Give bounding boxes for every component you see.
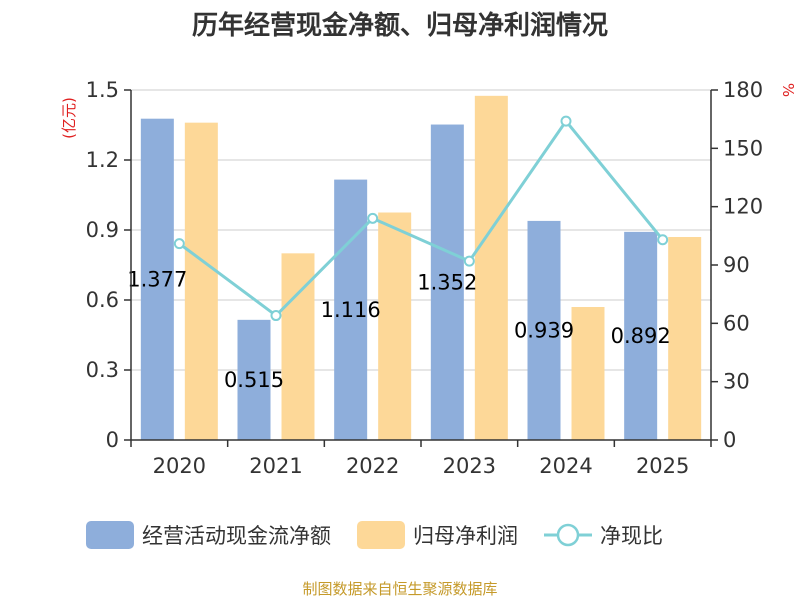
legend-swatch-1 [357,521,405,549]
data-label-2023: 1.352 [417,270,477,294]
axes: 0 0.3 0.6 0.9 1.2 1.5 0 30 60 90 120 150 180 2020 2021… [86,78,764,478]
source-note: 制图数据来自恒生聚源数据库 [302,580,497,598]
left-tick-label: 0.9 [86,218,119,242]
data-labels: 1.377 0.515 1.116 1.352 0.939 0.892 [127,267,670,392]
right-tick-label: 30 [723,370,750,394]
right-axis-unit-label: % [779,83,797,97]
left-tick-label: 0.6 [86,288,119,312]
x-tick-label-2020: 2020 [153,454,206,478]
bar-series [140,95,702,441]
legend-label-0: 经营活动现金流净额 [142,524,331,548]
x-tick-label-2024: 2024 [539,454,592,478]
left-axis-unit-label: (亿元) [60,97,78,139]
cashflow-bar-2020 [140,118,174,440]
cashflow-bar-2024 [527,220,561,440]
ratio-point-2020 [173,238,185,250]
left-tick-label: 0 [106,428,119,452]
right-tick-label: 120 [723,195,763,219]
ratio-point-2025 [657,234,669,246]
data-label-2020: 1.377 [127,267,187,291]
grid-lines [131,89,711,441]
legend-label-2: 净现比 [600,524,663,548]
net-profit-bar-2022 [378,212,412,440]
x-tick-label-2021: 2021 [249,454,302,478]
right-tick-label: 60 [723,311,750,335]
left-tick-label: 1.2 [86,148,119,172]
net-profit-bar-2025 [668,237,702,440]
cashflow-bar-2022 [334,179,368,440]
legend-label-1: 归母净利润 [413,524,518,548]
right-tick-label: 90 [723,253,750,277]
legend-marker-2 [556,523,580,547]
ratio-point-2024 [560,115,572,127]
cashflow-bar-2021 [237,319,271,440]
x-tick-label-2023: 2023 [443,454,496,478]
x-tick-label-2022: 2022 [346,454,399,478]
ratio-point-2021 [270,310,282,322]
ratio-line [178,118,664,318]
right-tick-label: 0 [723,428,736,452]
cashflow-bar-2025 [624,231,658,440]
cashflow-bar-2023 [430,124,464,441]
ratio-point-2023 [463,255,475,267]
x-tick-label-2025: 2025 [636,454,689,478]
data-label-2022: 1.116 [321,298,381,322]
net-profit-bar-2024 [571,307,605,440]
right-tick-label: 150 [723,136,763,160]
right-tick-label: 180 [723,78,763,102]
net-profit-bar-2020 [184,122,218,441]
ratio-line-series [173,115,669,322]
chart-title: 历年经营现金净额、归母净利润情况 [192,10,608,41]
left-tick-label: 1.5 [86,78,119,102]
data-label-2021: 0.515 [224,368,284,392]
data-label-2025: 0.892 [611,324,671,348]
legend-swatch-0 [86,521,134,549]
data-label-2024: 0.939 [514,318,574,342]
net-profit-bar-2023 [474,95,508,440]
left-tick-label: 0.3 [86,358,119,382]
ratio-point-2022 [367,212,379,224]
legend: 经营活动现金流净额 归母净利润 净现比 [86,521,663,549]
